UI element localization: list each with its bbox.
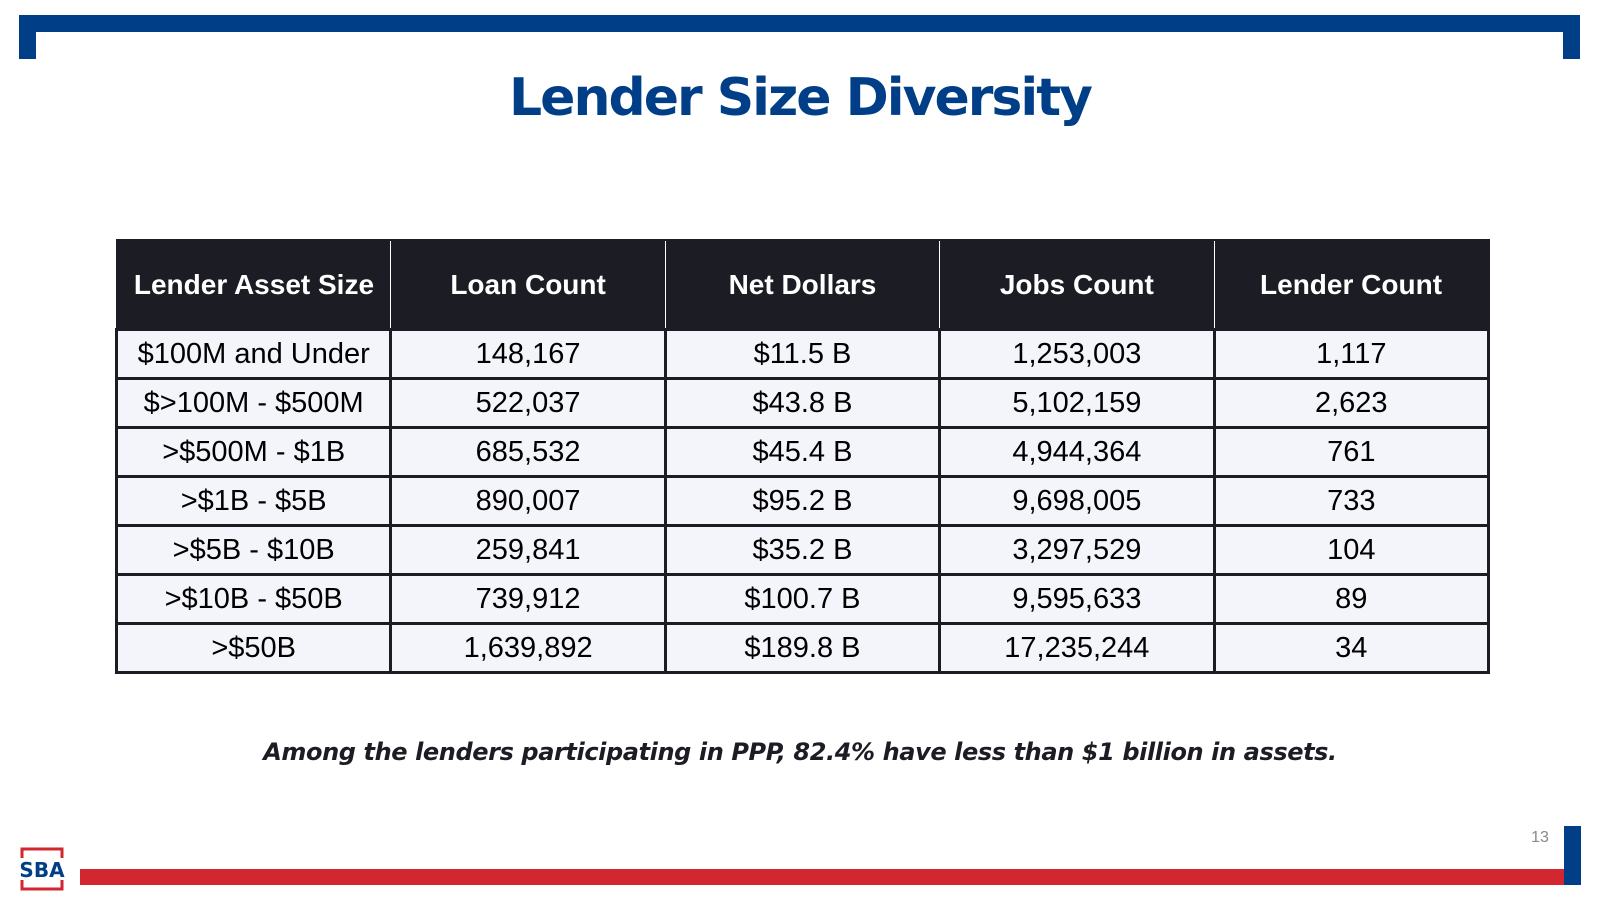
cell-net-dollars: $95.2 B	[663, 475, 942, 527]
page-number: 13	[1531, 829, 1549, 846]
cell-net-dollars: $189.8 B	[663, 622, 942, 674]
table-header-row: Lender Asset Size Loan Count Net Dollars…	[115, 239, 1490, 330]
cell-jobs-count: 5,102,159	[938, 377, 1216, 429]
table-row: >$1B - $5B 890,007 $95.2 B 9,698,005 733	[114, 475, 1491, 527]
table-row: >$50B 1,639,892 $189.8 B 17,235,244 34	[114, 622, 1491, 674]
cell-net-dollars: $43.8 B	[663, 377, 942, 429]
cell-jobs-count: 9,698,005	[938, 475, 1216, 527]
sba-logo-text: SBA	[19, 858, 65, 882]
cell-loan-count: 685,532	[389, 426, 667, 478]
cell-jobs-count: 9,595,633	[938, 573, 1216, 625]
cell-lender-asset-size: >$1B - $5B	[114, 475, 393, 527]
bottom-accent-right-tick	[1564, 826, 1581, 885]
cell-loan-count: 890,007	[389, 475, 667, 527]
cell-net-dollars: $45.4 B	[663, 426, 942, 478]
cell-jobs-count: 4,944,364	[938, 426, 1216, 478]
cell-lender-asset-size: >$5B - $10B	[114, 524, 393, 576]
cell-loan-count: 739,912	[389, 573, 667, 625]
table-row: $100M and Under 148,167 $11.5 B 1,253,00…	[114, 328, 1491, 380]
cell-lender-count: 34	[1212, 622, 1491, 674]
cell-net-dollars: $11.5 B	[663, 328, 942, 380]
header-lender-asset-size: Lender Asset Size	[115, 239, 392, 330]
cell-lender-asset-size: >$10B - $50B	[114, 573, 393, 625]
table-row: >$500M - $1B 685,532 $45.4 B 4,944,364 7…	[114, 426, 1491, 478]
bottom-accent-bar	[80, 869, 1564, 885]
table-row: >$5B - $10B 259,841 $35.2 B 3,297,529 10…	[114, 524, 1491, 576]
cell-lender-count: 89	[1212, 573, 1491, 625]
top-accent-right-tick	[1563, 15, 1580, 59]
page-title: Lender Size Diversity	[509, 68, 1093, 128]
cell-jobs-count: 3,297,529	[938, 524, 1216, 576]
footnote: Among the lenders participating in PPP, …	[263, 738, 1337, 766]
table-row: $>100M - $500M 522,037 $43.8 B 5,102,159…	[114, 377, 1491, 429]
cell-loan-count: 148,167	[389, 328, 667, 380]
lender-size-table: Lender Asset Size Loan Count Net Dollars…	[114, 239, 1491, 674]
cell-lender-asset-size: $>100M - $500M	[114, 377, 393, 429]
cell-net-dollars: $100.7 B	[663, 573, 942, 625]
cell-lender-count: 761	[1212, 426, 1491, 478]
cell-jobs-count: 17,235,244	[938, 622, 1216, 674]
header-lender-count: Lender Count	[1213, 239, 1490, 330]
header-jobs-count: Jobs Count	[939, 239, 1215, 330]
cell-jobs-count: 1,253,003	[938, 328, 1216, 380]
cell-lender-count: 2,623	[1212, 377, 1491, 429]
cell-lender-count: 104	[1212, 524, 1491, 576]
cell-lender-asset-size: >$50B	[114, 622, 393, 674]
cell-loan-count: 1,639,892	[389, 622, 667, 674]
header-loan-count: Loan Count	[390, 239, 666, 330]
header-net-dollars: Net Dollars	[664, 239, 941, 330]
cell-lender-asset-size: $100M and Under	[114, 328, 393, 380]
top-accent-left-tick	[19, 15, 36, 59]
cell-lender-asset-size: >$500M - $1B	[114, 426, 393, 478]
cell-loan-count: 259,841	[389, 524, 667, 576]
cell-loan-count: 522,037	[389, 377, 667, 429]
cell-lender-count: 733	[1212, 475, 1491, 527]
sba-logo-icon: SBA	[17, 847, 67, 891]
cell-lender-count: 1,117	[1212, 328, 1491, 380]
cell-net-dollars: $35.2 B	[663, 524, 942, 576]
top-accent-bar	[19, 15, 1580, 32]
table-row: >$10B - $50B 739,912 $100.7 B 9,595,633 …	[114, 573, 1491, 625]
